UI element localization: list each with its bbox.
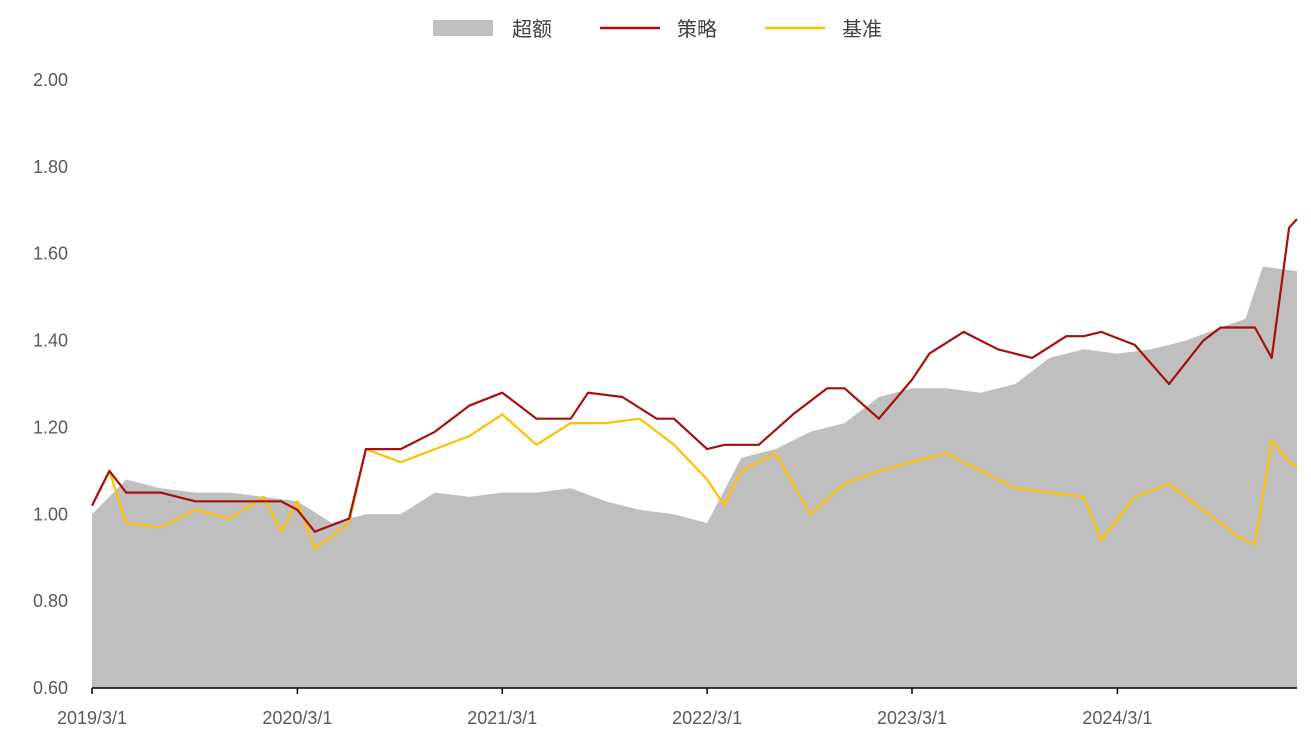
y-axis: 0.60 0.80 1.00 1.20 1.40 1.60 1.80 2.00 bbox=[33, 70, 68, 698]
x-axis: 2019/3/1 2020/3/1 2021/3/1 2022/3/1 2023/3/1… bbox=[57, 687, 1297, 728]
y-tick-label: 1.40 bbox=[33, 331, 68, 351]
y-tick-label: 0.80 bbox=[33, 591, 68, 611]
x-tick-label: 2024/3/1 bbox=[1082, 708, 1152, 728]
strategy-line bbox=[91, 218, 1298, 533]
x-tick-label: 2021/3/1 bbox=[467, 708, 537, 728]
y-tick-label: 1.00 bbox=[33, 504, 68, 524]
y-tick-label: 2.00 bbox=[33, 70, 68, 90]
legend: 超额 策略 基准 bbox=[433, 17, 882, 41]
y-tick-label: 0.60 bbox=[33, 678, 68, 698]
y-tick-label: 1.20 bbox=[33, 417, 68, 437]
legend-label-benchmark: 基准 bbox=[842, 17, 882, 41]
y-tick-label: 1.60 bbox=[33, 244, 68, 264]
benchmark-line bbox=[91, 413, 1298, 551]
excess-area bbox=[92, 266, 1297, 688]
x-tick-label: 2019/3/1 bbox=[57, 708, 127, 728]
x-tick-label: 2022/3/1 bbox=[672, 708, 742, 728]
x-tick-label: 2023/3/1 bbox=[877, 708, 947, 728]
y-tick-label: 1.80 bbox=[33, 157, 68, 177]
legend-label-strategy: 策略 bbox=[677, 17, 717, 41]
legend-swatch-excess bbox=[433, 20, 493, 36]
x-tick-label: 2020/3/1 bbox=[262, 708, 332, 728]
legend-label-excess: 超额 bbox=[512, 17, 552, 41]
